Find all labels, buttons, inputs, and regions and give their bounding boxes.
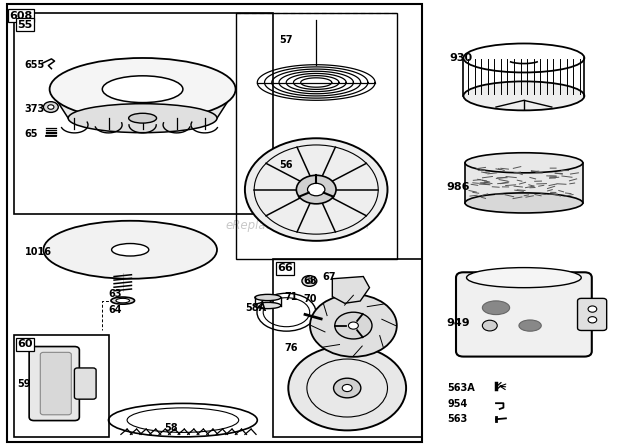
Text: 1016: 1016 bbox=[25, 247, 52, 257]
Circle shape bbox=[588, 306, 596, 312]
Circle shape bbox=[482, 320, 497, 331]
Text: 76: 76 bbox=[284, 343, 298, 353]
Text: 986: 986 bbox=[446, 182, 470, 192]
Text: 373: 373 bbox=[25, 104, 45, 114]
Circle shape bbox=[348, 322, 358, 329]
FancyBboxPatch shape bbox=[456, 272, 591, 357]
FancyBboxPatch shape bbox=[578, 298, 607, 330]
Text: 70: 70 bbox=[304, 294, 317, 304]
Circle shape bbox=[308, 183, 325, 196]
Text: 930: 930 bbox=[450, 53, 472, 63]
Bar bbox=[236, 13, 397, 259]
Circle shape bbox=[288, 346, 406, 430]
Text: 58: 58 bbox=[164, 423, 178, 433]
Circle shape bbox=[245, 138, 388, 241]
Circle shape bbox=[302, 276, 317, 286]
Text: 563: 563 bbox=[448, 414, 468, 424]
FancyBboxPatch shape bbox=[74, 368, 96, 399]
Text: 563A: 563A bbox=[448, 383, 476, 393]
Text: 58A: 58A bbox=[245, 303, 266, 313]
Circle shape bbox=[48, 105, 54, 109]
Ellipse shape bbox=[519, 320, 541, 331]
Text: 71: 71 bbox=[284, 292, 298, 301]
Text: 65: 65 bbox=[25, 129, 38, 139]
Circle shape bbox=[335, 312, 372, 339]
Text: 57: 57 bbox=[279, 35, 293, 45]
Ellipse shape bbox=[465, 153, 583, 173]
Ellipse shape bbox=[102, 76, 183, 103]
Ellipse shape bbox=[255, 294, 281, 301]
Bar bbox=[273, 259, 422, 437]
Bar bbox=[7, 4, 422, 442]
Ellipse shape bbox=[116, 298, 130, 303]
Ellipse shape bbox=[466, 268, 582, 288]
Text: 949: 949 bbox=[446, 318, 470, 328]
Text: eReplacementParts.com: eReplacementParts.com bbox=[226, 219, 370, 232]
Circle shape bbox=[588, 317, 596, 323]
Ellipse shape bbox=[111, 297, 135, 304]
Text: 59: 59 bbox=[17, 379, 31, 388]
Text: 55: 55 bbox=[17, 20, 33, 29]
Circle shape bbox=[342, 384, 352, 392]
Ellipse shape bbox=[112, 244, 149, 256]
Ellipse shape bbox=[463, 82, 584, 111]
Ellipse shape bbox=[68, 104, 217, 133]
Bar bbox=[14, 334, 108, 437]
Ellipse shape bbox=[129, 113, 156, 123]
Circle shape bbox=[43, 102, 58, 112]
Bar bbox=[14, 13, 273, 214]
Circle shape bbox=[306, 279, 312, 283]
Text: 68: 68 bbox=[304, 276, 317, 286]
Circle shape bbox=[310, 294, 397, 357]
Text: 608: 608 bbox=[9, 11, 32, 21]
Bar bbox=[465, 163, 583, 203]
Text: 56: 56 bbox=[279, 160, 293, 170]
Text: 655: 655 bbox=[25, 60, 45, 70]
Ellipse shape bbox=[50, 58, 236, 120]
Ellipse shape bbox=[43, 221, 217, 279]
Text: 63: 63 bbox=[108, 289, 122, 299]
Text: 67: 67 bbox=[322, 272, 336, 281]
Ellipse shape bbox=[465, 193, 583, 213]
Polygon shape bbox=[50, 89, 236, 118]
FancyBboxPatch shape bbox=[40, 352, 71, 415]
Circle shape bbox=[334, 378, 361, 398]
Text: 64: 64 bbox=[108, 305, 122, 315]
Ellipse shape bbox=[482, 301, 510, 314]
Polygon shape bbox=[332, 277, 370, 303]
Text: 66: 66 bbox=[277, 264, 293, 273]
Text: 60: 60 bbox=[17, 339, 33, 349]
Ellipse shape bbox=[255, 302, 281, 309]
FancyBboxPatch shape bbox=[29, 347, 79, 421]
Circle shape bbox=[296, 175, 336, 204]
Text: 954: 954 bbox=[448, 399, 468, 409]
